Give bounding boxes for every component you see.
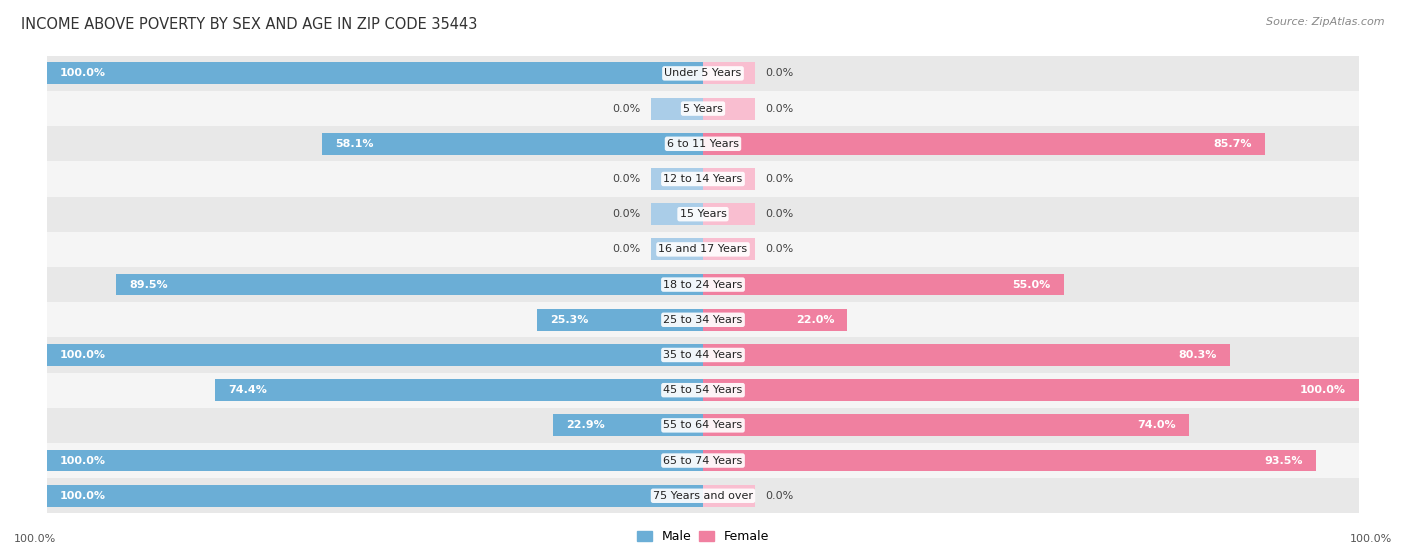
Text: 0.0%: 0.0% bbox=[613, 174, 641, 184]
Text: 93.5%: 93.5% bbox=[1265, 455, 1303, 465]
Text: 12 to 14 Years: 12 to 14 Years bbox=[664, 174, 742, 184]
Text: 58.1%: 58.1% bbox=[335, 139, 374, 149]
Text: 55.0%: 55.0% bbox=[1012, 280, 1050, 290]
Bar bbox=[703, 309, 848, 331]
Text: INCOME ABOVE POVERTY BY SEX AND AGE IN ZIP CODE 35443: INCOME ABOVE POVERTY BY SEX AND AGE IN Z… bbox=[21, 17, 478, 32]
Text: 25 to 34 Years: 25 to 34 Years bbox=[664, 315, 742, 325]
Text: 0.0%: 0.0% bbox=[765, 209, 793, 219]
Text: 35 to 44 Years: 35 to 44 Years bbox=[664, 350, 742, 360]
Text: 0.0%: 0.0% bbox=[765, 104, 793, 114]
Bar bbox=[651, 98, 703, 119]
Bar bbox=[46, 62, 703, 84]
Bar bbox=[46, 267, 1360, 302]
Text: 100.0%: 100.0% bbox=[14, 535, 56, 545]
Text: 15 Years: 15 Years bbox=[679, 209, 727, 219]
Bar bbox=[703, 168, 755, 190]
Bar bbox=[115, 273, 703, 296]
Text: 16 and 17 Years: 16 and 17 Years bbox=[658, 244, 748, 254]
Bar bbox=[46, 161, 1360, 196]
Bar bbox=[703, 485, 755, 507]
Bar bbox=[46, 338, 1360, 373]
Text: 55 to 64 Years: 55 to 64 Years bbox=[664, 420, 742, 430]
Bar bbox=[703, 203, 755, 225]
Bar bbox=[46, 344, 703, 366]
Bar bbox=[322, 133, 703, 155]
Bar bbox=[46, 450, 703, 472]
Bar bbox=[46, 126, 1360, 161]
Text: 89.5%: 89.5% bbox=[129, 280, 167, 290]
Text: 0.0%: 0.0% bbox=[765, 244, 793, 254]
Bar bbox=[46, 302, 1360, 338]
Bar bbox=[46, 196, 1360, 232]
Bar bbox=[703, 98, 755, 119]
Bar bbox=[46, 485, 703, 507]
Bar bbox=[703, 273, 1064, 296]
Bar bbox=[651, 203, 703, 225]
Bar bbox=[537, 309, 703, 331]
Text: 0.0%: 0.0% bbox=[613, 104, 641, 114]
Bar bbox=[651, 168, 703, 190]
Text: 0.0%: 0.0% bbox=[613, 244, 641, 254]
Bar bbox=[46, 232, 1360, 267]
Text: 100.0%: 100.0% bbox=[60, 350, 105, 360]
Bar bbox=[703, 379, 1360, 401]
Text: 25.3%: 25.3% bbox=[550, 315, 589, 325]
Text: 74.4%: 74.4% bbox=[228, 385, 267, 395]
Text: 6 to 11 Years: 6 to 11 Years bbox=[666, 139, 740, 149]
Bar bbox=[703, 238, 755, 260]
Text: 0.0%: 0.0% bbox=[765, 174, 793, 184]
Text: 100.0%: 100.0% bbox=[1350, 535, 1392, 545]
Text: 18 to 24 Years: 18 to 24 Years bbox=[664, 280, 742, 290]
Text: Source: ZipAtlas.com: Source: ZipAtlas.com bbox=[1267, 17, 1385, 27]
Bar bbox=[703, 133, 1265, 155]
Bar bbox=[703, 62, 755, 84]
Bar bbox=[46, 443, 1360, 478]
Text: 100.0%: 100.0% bbox=[60, 491, 105, 501]
Bar bbox=[703, 450, 1316, 472]
Text: 74.0%: 74.0% bbox=[1137, 420, 1175, 430]
Bar bbox=[553, 415, 703, 436]
Text: 65 to 74 Years: 65 to 74 Years bbox=[664, 455, 742, 465]
Text: 22.9%: 22.9% bbox=[565, 420, 605, 430]
Text: 0.0%: 0.0% bbox=[613, 209, 641, 219]
Bar bbox=[651, 238, 703, 260]
Text: 85.7%: 85.7% bbox=[1213, 139, 1253, 149]
Text: 45 to 54 Years: 45 to 54 Years bbox=[664, 385, 742, 395]
Text: 0.0%: 0.0% bbox=[765, 491, 793, 501]
Bar bbox=[215, 379, 703, 401]
Bar bbox=[46, 91, 1360, 126]
Text: 80.3%: 80.3% bbox=[1178, 350, 1216, 360]
Text: 0.0%: 0.0% bbox=[765, 69, 793, 78]
Text: 100.0%: 100.0% bbox=[1301, 385, 1346, 395]
Text: 5 Years: 5 Years bbox=[683, 104, 723, 114]
Legend: Male, Female: Male, Female bbox=[631, 525, 775, 549]
Text: 100.0%: 100.0% bbox=[60, 69, 105, 78]
Bar bbox=[703, 344, 1230, 366]
Bar bbox=[46, 56, 1360, 91]
Bar bbox=[46, 408, 1360, 443]
Text: 75 Years and over: 75 Years and over bbox=[652, 491, 754, 501]
Text: Under 5 Years: Under 5 Years bbox=[665, 69, 741, 78]
Bar bbox=[46, 478, 1360, 513]
Text: 22.0%: 22.0% bbox=[796, 315, 834, 325]
Text: 100.0%: 100.0% bbox=[60, 455, 105, 465]
Bar bbox=[703, 415, 1188, 436]
Bar bbox=[46, 373, 1360, 408]
